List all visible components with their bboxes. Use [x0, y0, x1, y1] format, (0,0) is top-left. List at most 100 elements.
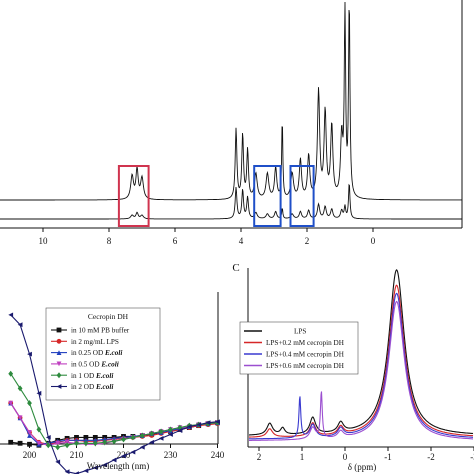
panel-c-legend-label: LPS: [294, 328, 306, 336]
panel-b-series-point: [83, 468, 89, 474]
panel-b-legend-marker: [56, 350, 62, 355]
panel-a-trace-1: [0, 1, 462, 201]
panel-b-series-point: [168, 426, 173, 433]
panel-c-nmr-spectrum: C 2 1 0 -1 -2 -3 δ (ppm) LPS LPS+0.2 mM cecrop…: [232, 262, 474, 472]
panel-b-series-point: [92, 465, 98, 471]
panel-c-letter: C: [232, 262, 239, 274]
panel-b-legend-label-text: in 0.5 OD: [71, 361, 101, 369]
panel-a-highlight-box-3: [289, 165, 315, 227]
panel-b-series-point: [8, 400, 14, 406]
panel-b-series-point: [36, 390, 42, 396]
panel-b-series-point: [74, 440, 79, 447]
panel-b-series-point: [149, 430, 155, 437]
panel-b-legend-label-organism: E.coli: [95, 383, 113, 391]
panel-c-x-tick-label: 2: [257, 452, 262, 462]
panel-b-series-point: [55, 459, 61, 465]
panel-b-series-point: [139, 432, 145, 439]
panel-c-x-axis-label: δ (ppm): [348, 462, 377, 472]
panel-c-legend: LPS LPS+0.2 mM cecropin DH LPS+0.4 mM cecr…: [239, 321, 359, 375]
panel-b-series-point: [27, 441, 32, 447]
panel-a-nmr-spectrum: 10 8 6 4 2 0: [0, 0, 463, 246]
panel-b-legend-label-organism: E.coli: [104, 349, 122, 357]
panel-b-series-point: [121, 453, 126, 459]
panel-b-series-point: [74, 471, 79, 474]
panel-b-legend-label: in 0.25 OD E.coli: [71, 349, 122, 357]
panel-b-series-point: [83, 435, 89, 440]
panel-b-series-point: [92, 435, 98, 440]
panel-b-legend-label: in 2 mg/mL LPS: [71, 338, 119, 346]
panel-b-legend-marker: [56, 327, 62, 333]
panel-b-legend-marker: [56, 338, 62, 344]
panel-b-series-point: [45, 435, 51, 440]
panel-c-trace-4: [249, 300, 473, 441]
panel-b-series-point: [17, 440, 23, 446]
panel-b-x-axis-label: Wavelength (nm): [87, 461, 150, 471]
panel-b-x-tick-label: 240: [211, 450, 225, 460]
panel-a-trace-2: [0, 183, 462, 220]
panel-b-legend-label-text: in 2 OD: [71, 383, 96, 391]
panel-c-trace-3: [249, 292, 473, 440]
panel-c-x-tick-label: -2: [427, 452, 435, 462]
panel-b-series-point: [64, 442, 70, 449]
panel-b-legend-marker: [56, 384, 62, 389]
panel-a-x-tick-label: 4: [239, 236, 244, 246]
panel-b-series-point: [36, 426, 42, 433]
panel-b-series-point: [74, 435, 79, 440]
panel-b-series-point: [111, 438, 117, 445]
panel-b-series-point: [55, 440, 61, 446]
panel-b-series-point: [17, 322, 23, 328]
panel-b-series-point: [36, 440, 42, 446]
panel-b-series-point: [139, 444, 145, 450]
panel-b-series-point: [64, 469, 70, 474]
panel-a-x-tick-label: 0: [371, 236, 376, 246]
panel-b-series-point: [168, 432, 173, 437]
panel-b-series-point: [186, 424, 192, 430]
panel-b-series-point: [27, 430, 32, 435]
panel-a-x-tick-label: 10: [39, 236, 49, 246]
panel-b-series-point: [83, 440, 89, 447]
panel-a-highlight-box-2: [253, 165, 282, 227]
panel-b-series-point: [196, 422, 202, 428]
panel-c-x-tick-label: -1: [384, 452, 392, 462]
panel-b-series-point: [102, 462, 108, 468]
panel-a-highlight-box-1: [117, 165, 150, 227]
panel-b-series-point: [111, 457, 117, 463]
panel-b-legend-marker: [56, 361, 62, 367]
panel-b-legend-title: Cecropin DH: [88, 312, 129, 321]
panel-b-legend-label-organism: E.coli: [95, 372, 113, 380]
panel-a-x-tick-label: 6: [173, 236, 178, 246]
panel-b-series-point: [45, 442, 51, 449]
panel-b-series-point: [27, 433, 32, 438]
panel-b-series-point: [27, 400, 32, 407]
panel-c-legend-label: LPS+0.2 mM cecropin DH: [266, 339, 344, 347]
panel-b-legend-label-text: in 2 mg/mL LPS: [71, 338, 119, 346]
panel-b-series-point: [8, 439, 14, 445]
panel-b-legend-marker: [56, 372, 62, 379]
panel-b-legend-label-organism: E.coli: [100, 361, 118, 369]
panel-c-legend-label: LPS+0.4 mM cecropin DH: [266, 351, 344, 359]
panel-b-x-tick-label: 200: [23, 450, 37, 460]
panel-b-series-point: [158, 428, 164, 435]
panel-b-series-point: [177, 424, 183, 431]
panel-b-series-point: [92, 440, 98, 447]
panel-b-series-point: [130, 434, 136, 441]
panel-b-series-point: [121, 436, 126, 443]
panel-b-series-point: [55, 444, 61, 451]
panel-a-x-tick-label: 8: [107, 236, 112, 246]
panel-b-cd-spectrum: 200210220230240 Wavelength (nm) Cecropin…: [0, 292, 225, 474]
panel-c-legend-label: LPS+0.6 mM cecropin DH: [266, 362, 344, 370]
panel-b-series-point: [8, 312, 14, 318]
panel-b-series-point: [27, 351, 32, 357]
panel-b-series-point: [17, 385, 23, 392]
panel-c-x-tick-label: 0: [343, 452, 348, 462]
panel-b-series-point: [158, 435, 164, 441]
panel-b-series-point: [215, 419, 220, 425]
panel-c-trace-2: [249, 284, 474, 438]
panel-b-series-point: [8, 370, 14, 377]
panel-c-x-tick-label: 1: [300, 452, 305, 462]
panel-b-legend-label: in 2 OD E.coli: [71, 383, 113, 391]
panel-b-legend-label-text: in 0.25 OD: [71, 349, 105, 357]
panel-c-x-tick-label: -3: [470, 452, 474, 462]
panel-a-x-tick-label: 2: [305, 236, 310, 246]
